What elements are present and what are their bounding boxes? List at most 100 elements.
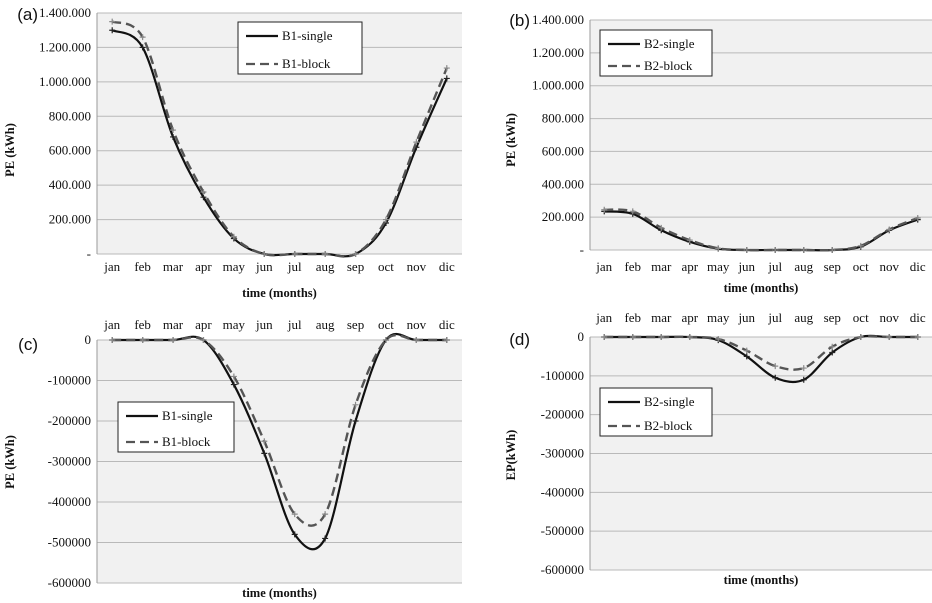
x-tick-label: mar	[163, 259, 184, 274]
y-tick-label: -300000	[48, 454, 91, 469]
data-point-marker	[109, 27, 116, 34]
data-point-marker	[322, 535, 329, 542]
data-point-marker	[382, 337, 389, 343]
x-tick-label: oct	[853, 259, 869, 274]
x-tick-label: apr	[681, 310, 698, 325]
y-tick-label: -	[580, 242, 584, 257]
y-tick-label: 1.400.000	[532, 12, 584, 27]
data-point-marker	[261, 438, 268, 445]
panel-label: (c)	[18, 335, 38, 354]
y-tick-label: -600000	[541, 562, 584, 577]
data-point-marker	[829, 343, 836, 350]
x-tick-label: may	[223, 259, 246, 274]
x-tick-label: oct	[853, 310, 869, 325]
x-tick-label: feb	[134, 259, 151, 274]
data-point-marker	[443, 75, 450, 82]
x-tick-label: sep	[824, 259, 841, 274]
y-tick-label: 1.400.000	[39, 5, 91, 20]
data-point-marker	[772, 363, 779, 370]
x-tick-label: jul	[287, 259, 302, 274]
x-tick-label: dic	[910, 259, 926, 274]
x-axis-title: time (months)	[242, 586, 317, 600]
y-tick-label: 200.000	[542, 209, 584, 224]
legend-box	[599, 29, 713, 77]
data-point-marker	[829, 349, 836, 356]
y-tick-label: -600000	[48, 575, 91, 590]
x-tick-label: apr	[681, 259, 698, 274]
y-axis-title: EP(kWh)	[504, 430, 518, 481]
x-axis-title: time (months)	[242, 286, 317, 300]
x-axis-title: time (months)	[724, 281, 799, 295]
legend-label: B2-single	[644, 36, 695, 51]
y-tick-label: 1.200.000	[532, 45, 584, 60]
data-point-marker	[109, 18, 116, 25]
data-point-marker	[352, 251, 359, 257]
y-tick-label: -200000	[541, 407, 584, 422]
chart-panel-1: - 200.000 400.000 600.000 800.000 1.000.000 1.…	[3, 5, 462, 300]
data-point-marker	[200, 189, 207, 196]
x-axis-title: time (months)	[724, 573, 799, 587]
x-tick-label: aug	[316, 317, 335, 332]
data-point-marker	[829, 247, 836, 253]
data-point-marker	[658, 224, 665, 231]
x-tick-label: apr	[195, 259, 212, 274]
panel-label: (a)	[17, 5, 38, 24]
data-point-marker	[139, 337, 146, 343]
legend-label: B1-block	[282, 56, 331, 71]
data-point-marker	[715, 335, 722, 342]
x-tick-label: jan	[595, 259, 612, 274]
data-point-marker	[139, 34, 146, 41]
x-tick-label: nov	[880, 259, 900, 274]
data-point-marker	[914, 214, 921, 221]
data-point-marker	[170, 337, 177, 343]
x-tick-label: mar	[163, 317, 184, 332]
x-tick-label: feb	[624, 310, 641, 325]
data-point-marker	[629, 208, 636, 215]
data-point-marker	[857, 334, 864, 340]
legend-label: B2-block	[644, 58, 693, 73]
x-tick-label: sep	[824, 310, 841, 325]
x-tick-label: jan	[595, 310, 612, 325]
data-point-marker	[743, 247, 750, 253]
y-tick-label: -	[87, 246, 91, 261]
data-point-marker	[800, 376, 807, 383]
x-tick-label: mar	[651, 259, 672, 274]
x-tick-label: aug	[794, 310, 813, 325]
data-point-marker	[800, 365, 807, 372]
legend: B2-single B2-block	[599, 387, 713, 437]
x-tick-label: jan	[103, 259, 120, 274]
data-point-marker	[743, 353, 750, 360]
data-point-marker	[914, 334, 921, 340]
y-axis-title: PE (kWh)	[504, 113, 518, 167]
x-tick-label: dic	[910, 310, 926, 325]
x-tick-label: jul	[287, 317, 302, 332]
data-point-marker	[230, 381, 237, 388]
x-tick-label: aug	[316, 259, 335, 274]
y-tick-label: 1.000.000	[39, 74, 91, 89]
x-tick-label: dic	[439, 259, 455, 274]
x-tick-label: sep	[347, 317, 364, 332]
legend-label: B1-single	[162, 408, 213, 423]
legend-label: B1-single	[282, 28, 333, 43]
y-tick-label: -100000	[48, 373, 91, 388]
legend: B1-single B1-block	[117, 401, 235, 453]
x-tick-label: nov	[407, 259, 427, 274]
series-line-B1-single	[111, 29, 448, 258]
legend-box	[237, 21, 363, 75]
y-tick-label: -100000	[541, 368, 584, 383]
y-tick-label: 400.000	[542, 176, 584, 191]
x-tick-label: may	[223, 317, 246, 332]
y-tick-label: 0	[85, 332, 92, 347]
x-tick-label: jul	[767, 259, 782, 274]
data-point-marker	[170, 127, 177, 134]
panel-label: (b)	[509, 11, 530, 30]
x-tick-label: sep	[347, 259, 364, 274]
data-point-marker	[200, 194, 207, 201]
data-point-marker	[686, 334, 693, 340]
chart-panel-3: 0 -100000 -200000 -300000 -400000 -500000 -600…	[3, 317, 462, 600]
legend: B1-single B1-block	[237, 21, 363, 75]
y-axis-title: PE (kWh)	[3, 435, 17, 489]
x-tick-label: jan	[103, 317, 120, 332]
legend-label: B1-block	[162, 434, 211, 449]
x-tick-label: oct	[378, 317, 394, 332]
